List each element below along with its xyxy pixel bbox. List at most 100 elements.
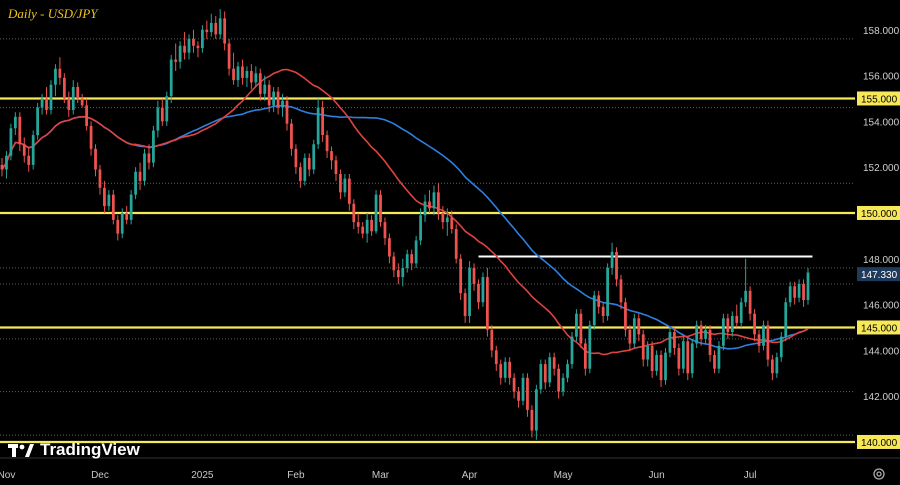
candle-body <box>245 70 249 78</box>
candle-body <box>98 169 102 188</box>
candle-body <box>463 293 467 317</box>
candle-body <box>58 68 62 78</box>
candle-body <box>22 144 26 156</box>
candle-body <box>530 409 534 431</box>
candle-body <box>548 357 552 383</box>
candle-body <box>31 135 35 165</box>
candle-body <box>499 364 503 378</box>
candle-body <box>303 158 307 181</box>
candle-body <box>107 194 111 207</box>
candle-body <box>534 389 538 431</box>
time-tick-label: May <box>554 470 573 481</box>
level-price-label: 155.000 <box>861 94 898 105</box>
candle-body <box>227 43 231 69</box>
candle-body <box>54 68 57 85</box>
candle-body <box>276 91 280 108</box>
candle-body <box>201 29 204 49</box>
candle-body <box>659 354 663 381</box>
candle-body <box>655 354 658 371</box>
candle-body <box>601 306 605 317</box>
candle-body <box>450 217 454 229</box>
candle-body <box>717 345 721 369</box>
price-tick-label: 154.000 <box>863 117 900 128</box>
candle-body <box>681 341 685 369</box>
candle-body <box>361 226 365 234</box>
time-tick-label: Jul <box>744 470 757 481</box>
candle-body <box>664 352 667 381</box>
candle-body <box>503 361 507 378</box>
candle-body <box>183 45 186 53</box>
candle-body <box>383 222 387 239</box>
candle-body <box>517 391 520 401</box>
candle-body <box>9 128 13 156</box>
candle-body <box>5 155 8 170</box>
candle-body <box>615 251 618 280</box>
chart-title: Daily - USD/JPY <box>8 6 98 21</box>
candle-body <box>583 343 587 369</box>
candle-body <box>744 290 748 303</box>
candle-body <box>753 313 756 335</box>
candle-body <box>89 125 93 149</box>
candle-body <box>632 318 636 344</box>
candle-body <box>379 194 382 223</box>
candle-body <box>325 135 329 152</box>
candle-body <box>405 254 409 268</box>
candle-body <box>423 201 427 216</box>
candle-body <box>699 325 703 339</box>
candle-body <box>13 116 17 129</box>
candle-body <box>432 192 436 209</box>
gear-icon[interactable] <box>872 467 886 481</box>
candles <box>0 9 810 440</box>
candle-body <box>316 107 320 145</box>
candle-body <box>365 219 369 234</box>
level-price-tag <box>857 91 900 106</box>
candle-body <box>160 107 164 122</box>
level-price-tag <box>857 320 900 335</box>
candle-body <box>468 267 471 317</box>
candle-body <box>71 87 75 110</box>
price-tick-label: 152.000 <box>863 163 900 174</box>
candle-body <box>294 148 298 168</box>
candle-body <box>347 178 351 204</box>
candle-body <box>508 361 512 378</box>
candle-body <box>330 151 333 161</box>
logo-text: TradingView <box>40 440 140 459</box>
time-tick-label: Nov <box>0 470 15 481</box>
level-price-label: 140.000 <box>861 438 898 449</box>
candle-body <box>690 343 694 374</box>
candle-body <box>223 18 227 44</box>
candle-body <box>726 318 730 333</box>
candle-body <box>49 84 53 110</box>
candle-body <box>539 364 543 390</box>
candle-body <box>459 258 463 294</box>
candle-body <box>722 318 725 346</box>
candle-body <box>619 279 623 303</box>
candle-body <box>80 98 84 106</box>
candle-body <box>187 38 191 53</box>
candle-body <box>36 107 40 136</box>
candle-body <box>254 73 258 83</box>
candle-body <box>249 70 253 83</box>
candle-body <box>129 194 133 220</box>
candle-body <box>526 377 529 410</box>
candle-body <box>486 277 489 330</box>
candle-body <box>713 354 716 369</box>
candle-body <box>241 66 244 78</box>
candle-body <box>739 302 743 323</box>
time-axis: Nov Dec 2025 Feb Mar Apr May Jun Jul <box>0 457 900 485</box>
candle-body <box>414 240 418 264</box>
price-axis: 140.000 142.000 144.000 146.000 148.000 150.0… <box>855 0 900 458</box>
tradingview-logo[interactable]: TradingView <box>8 440 140 460</box>
candle-body <box>588 325 592 369</box>
horizontal-levels <box>0 97 855 444</box>
tradingview-logo-icon <box>8 444 34 457</box>
candle-body <box>543 364 547 383</box>
candle-body <box>370 219 373 232</box>
candle-body <box>352 203 356 223</box>
candle-body <box>396 270 400 278</box>
candle-body <box>695 325 699 344</box>
price-tick-label: 146.000 <box>863 301 900 312</box>
candle-body <box>650 345 654 371</box>
candle-body <box>521 377 525 401</box>
